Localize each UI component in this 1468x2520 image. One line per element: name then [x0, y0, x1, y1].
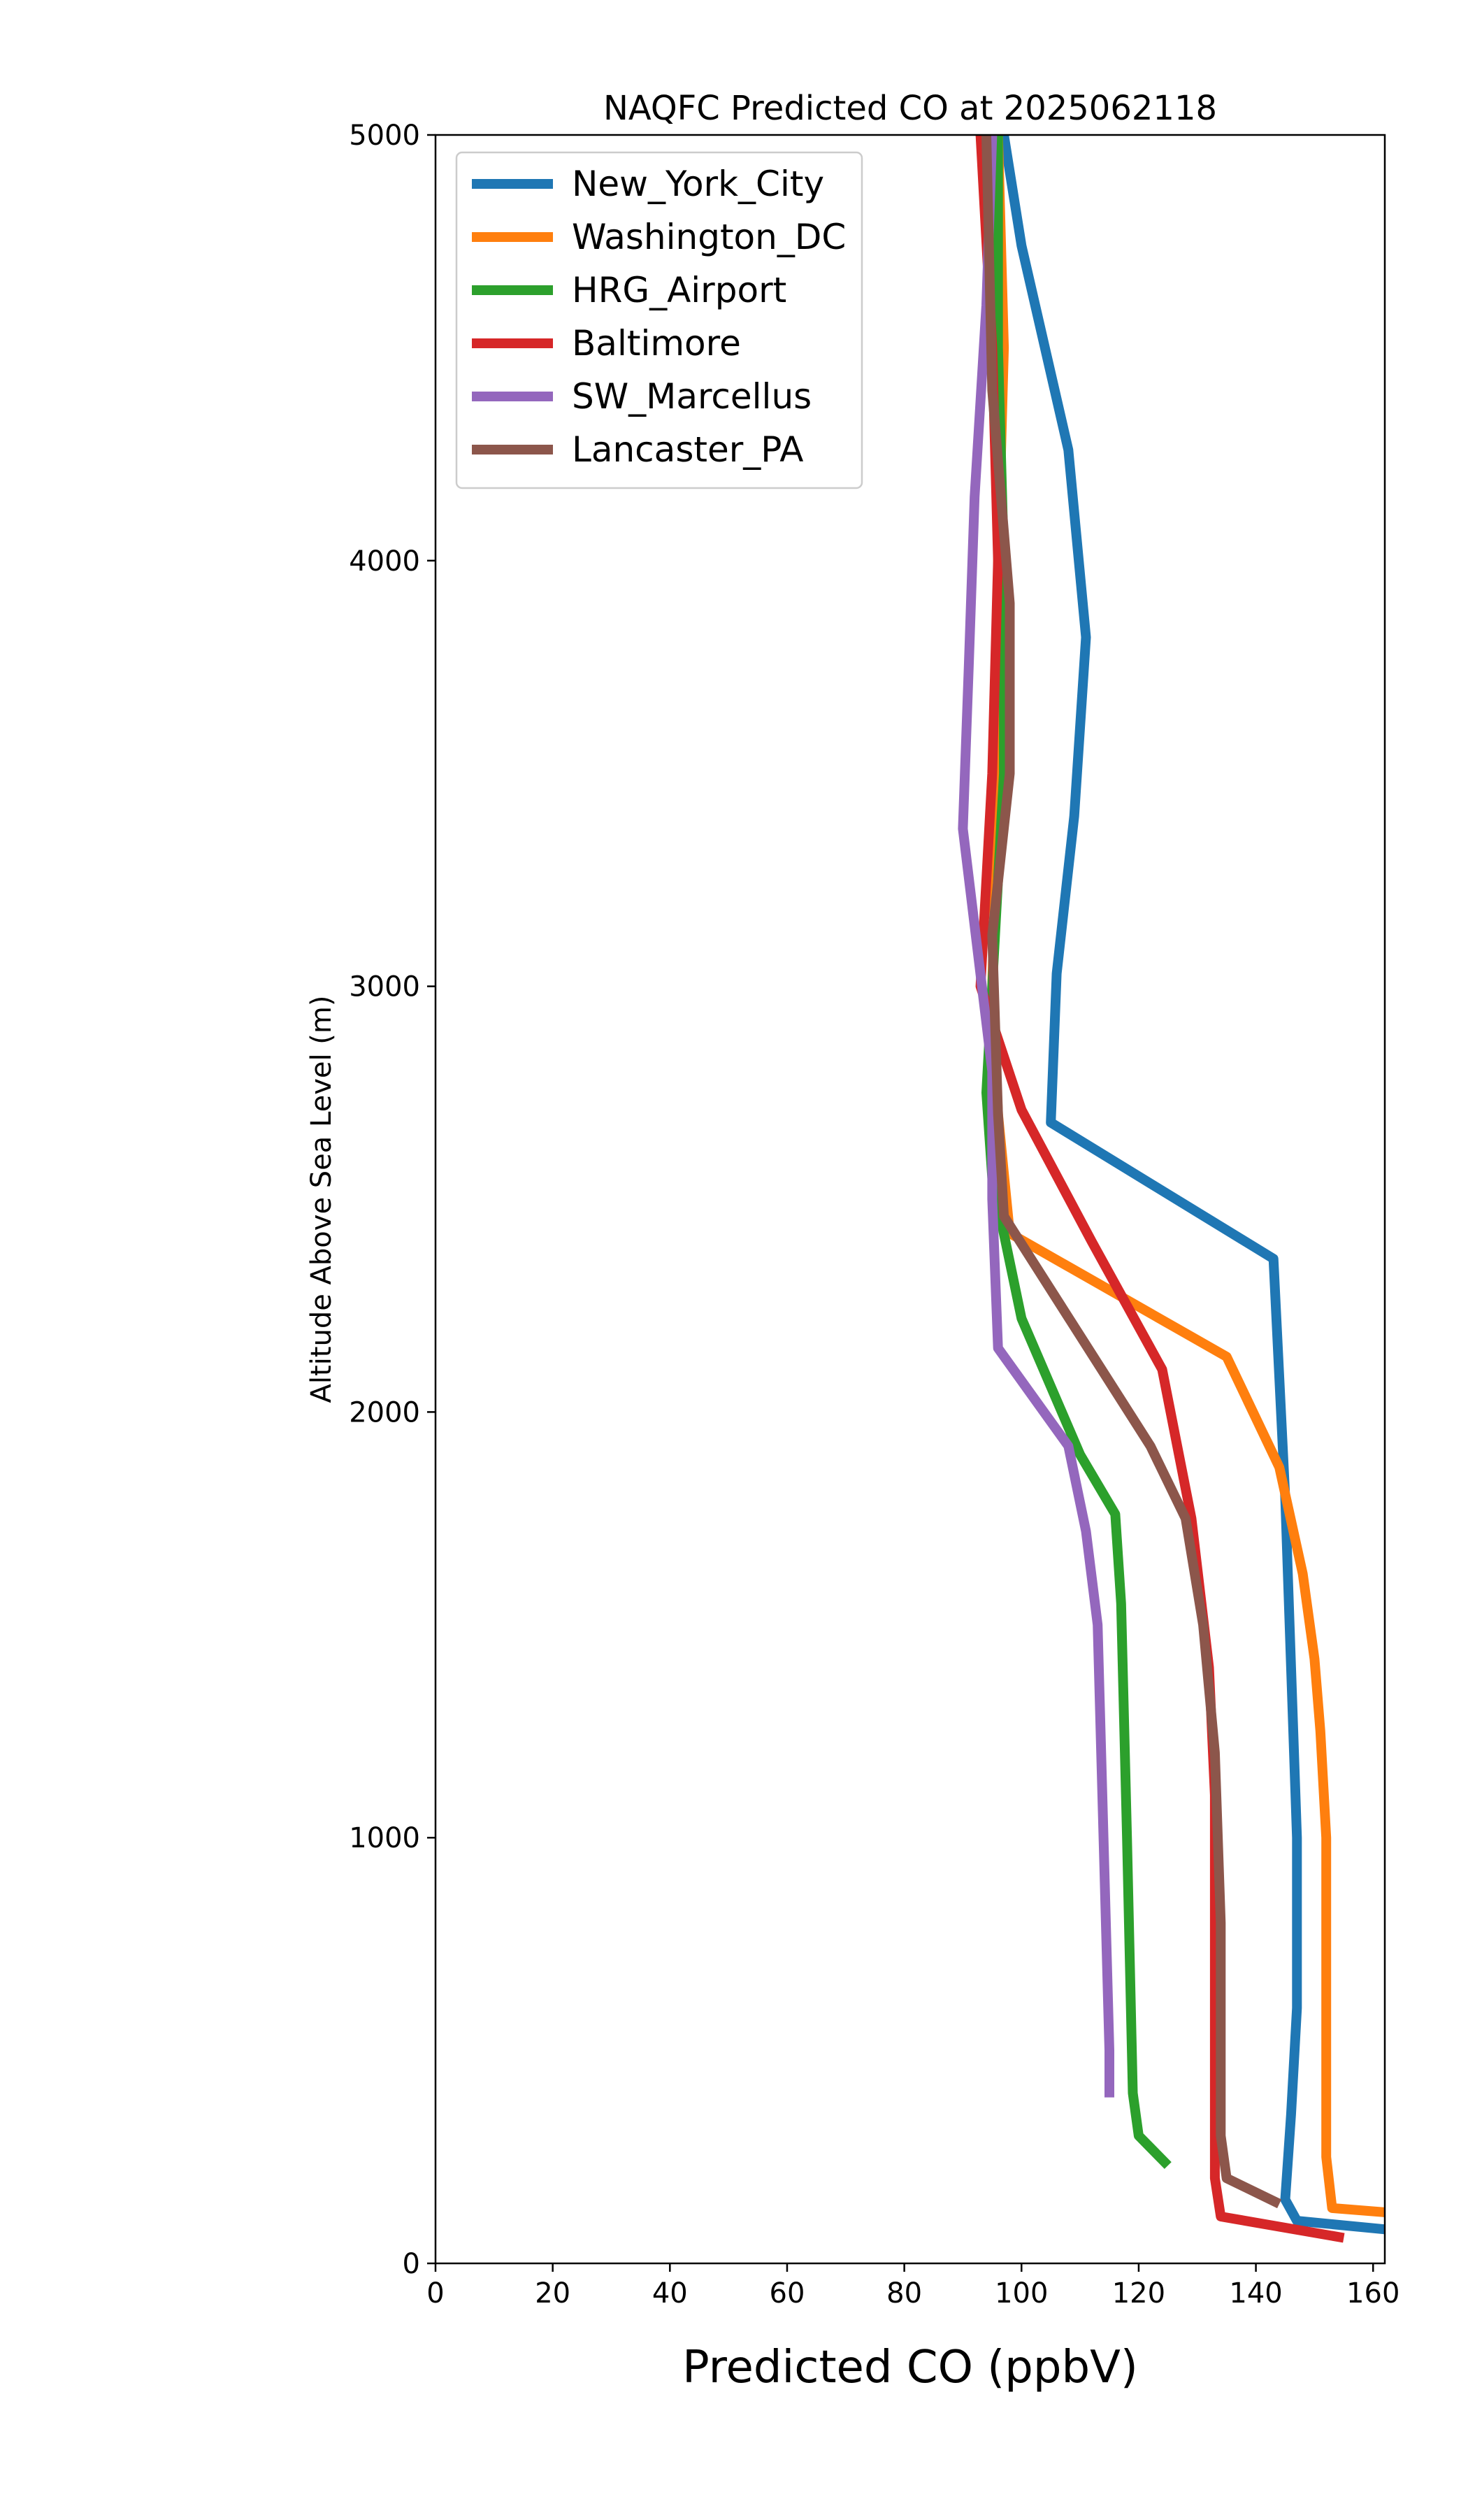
series-line-lancaster-pa	[981, 135, 1282, 2209]
legend-label: HRG_Airport	[572, 270, 786, 310]
x-axis: 0 20 40 60 80 100 120 140 160	[426, 2263, 1399, 2310]
series-line-baltimore	[975, 135, 1345, 2243]
x-tick-label: 140	[1229, 2277, 1282, 2310]
x-tick-label: 120	[1112, 2277, 1165, 2310]
legend-box	[455, 151, 863, 489]
y-tick-label: 0	[403, 2248, 420, 2280]
series-line-new-york-city	[999, 135, 1385, 2235]
legend-label: Baltimore	[572, 323, 741, 364]
x-tick-label: 80	[886, 2277, 922, 2310]
series-line-hrg-airport	[981, 135, 1172, 2169]
series-line-sw-marcellus	[958, 135, 1114, 2098]
legend: New_York_City Washington_DC HRG_Airport Bal…	[455, 151, 863, 489]
x-tick-label: 0	[426, 2277, 444, 2310]
y-tick-label: 5000	[349, 120, 420, 152]
x-tick-label: 60	[770, 2277, 805, 2310]
legend-label: Lancaster_PA	[572, 429, 803, 470]
y-axis-label: Altitude Above Sea Level (m)	[305, 996, 338, 1403]
legend-label: SW_Marcellus	[572, 376, 812, 417]
x-tick-label: 20	[535, 2277, 570, 2310]
legend-label: Washington_DC	[572, 217, 846, 257]
y-tick-label: 4000	[349, 545, 420, 578]
y-axis: 0 1000 2000 3000 4000 5000	[349, 120, 436, 2280]
y-tick-label: 1000	[349, 1822, 420, 1854]
x-tick-label: 100	[995, 2277, 1048, 2310]
x-tick-label: 40	[652, 2277, 688, 2310]
x-tick-label: 160	[1346, 2277, 1399, 2310]
chart-title: NAQFC Predicted CO at 2025062118	[603, 89, 1217, 128]
x-axis-label: Predicted CO (ppbV)	[682, 2342, 1138, 2393]
plot-frame	[434, 134, 1386, 2265]
series-layer	[958, 135, 1385, 2243]
y-tick-label: 2000	[349, 1396, 420, 1429]
y-tick-label: 3000	[349, 971, 420, 1003]
legend-label: New_York_City	[572, 164, 824, 204]
